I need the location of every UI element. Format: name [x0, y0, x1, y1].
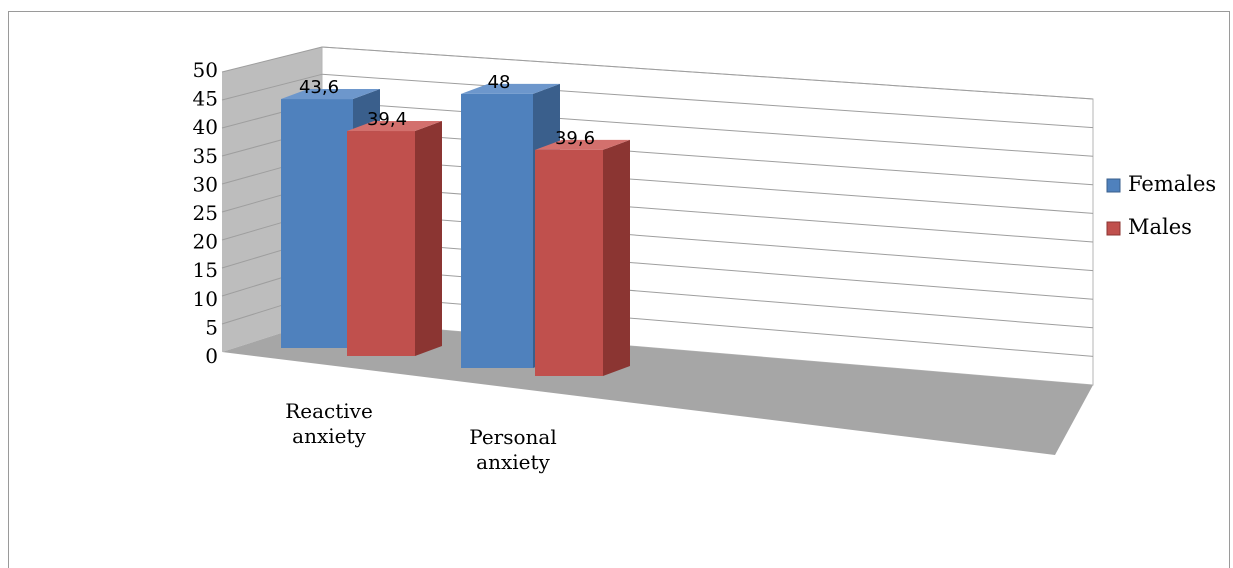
gridline	[321, 46, 1094, 100]
gridline	[321, 292, 1094, 357]
y-tick-label: 5	[205, 315, 218, 339]
gridline	[321, 128, 1094, 186]
gridline	[321, 210, 1094, 272]
data-label: 48	[488, 72, 511, 93]
y-tick-label: 15	[193, 258, 218, 282]
category-label: anxiety	[476, 450, 550, 474]
gridline	[321, 101, 1094, 157]
floor	[222, 320, 1093, 455]
y-tick-label: 50	[193, 58, 218, 82]
y-tick-label: 0	[205, 344, 218, 368]
gridline	[321, 237, 1094, 300]
y-tick-label: 35	[193, 144, 218, 168]
category-label: Reactive	[285, 399, 373, 423]
y-tick-label: 20	[193, 230, 218, 254]
legend-label: Females	[1128, 172, 1216, 196]
gridline	[321, 155, 1094, 214]
bar-females-0	[281, 99, 353, 348]
y-tick-label: 45	[193, 87, 218, 111]
y-tick-label: 25	[193, 201, 218, 225]
y-tick-label: 30	[193, 172, 218, 196]
data-label: 43,6	[299, 77, 339, 98]
bar-top	[535, 139, 630, 150]
legend-swatch	[1106, 178, 1121, 193]
gridline	[321, 183, 1094, 243]
category-label: anxiety	[292, 424, 366, 448]
y-tick-label: 40	[193, 115, 218, 139]
bar-side	[415, 121, 442, 356]
gridline	[321, 73, 1094, 129]
bar-top	[281, 89, 380, 100]
y-tick-label: 10	[193, 287, 218, 311]
category-label: Personal	[469, 425, 556, 449]
bar-males-0	[347, 131, 415, 356]
bar-females-1	[461, 93, 533, 369]
bar-side	[603, 139, 630, 376]
data-label: 39,4	[367, 109, 407, 130]
side-gridline	[221, 46, 323, 73]
data-label: 39,6	[555, 128, 595, 149]
gridline	[321, 264, 1094, 329]
legend-label: Males	[1128, 215, 1192, 239]
bar-top	[461, 83, 560, 94]
side-gridline	[221, 73, 323, 101]
legend-swatch	[1106, 221, 1121, 236]
bar-males-1	[535, 149, 603, 376]
bar-top	[347, 121, 442, 132]
